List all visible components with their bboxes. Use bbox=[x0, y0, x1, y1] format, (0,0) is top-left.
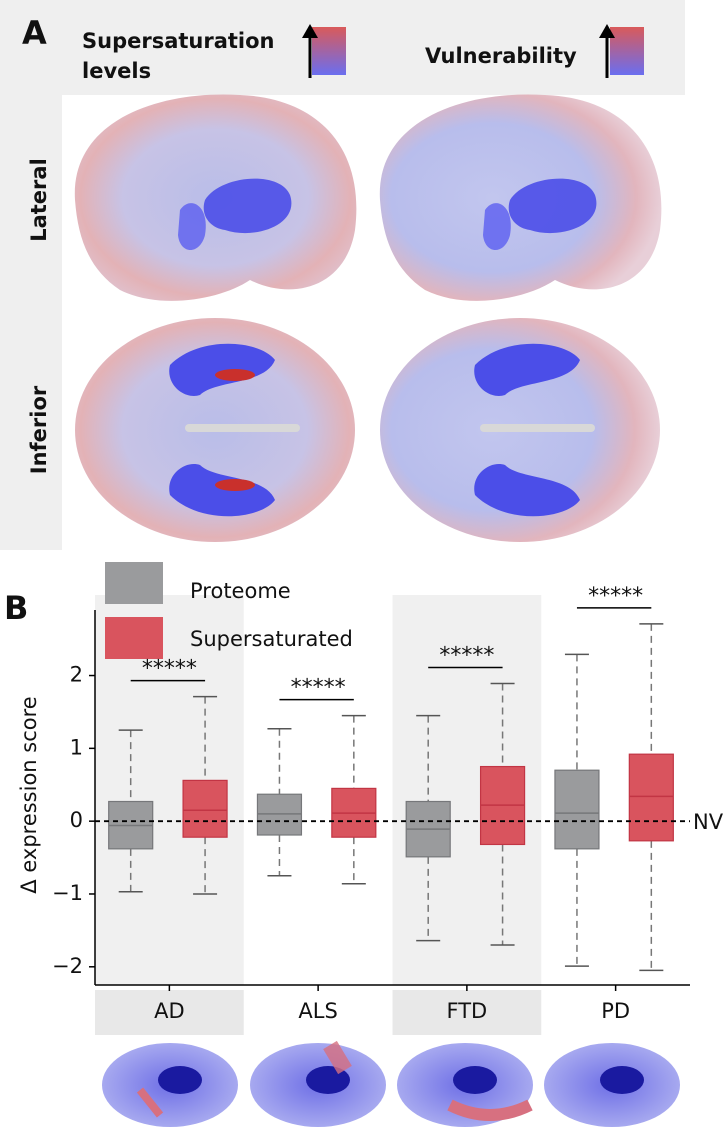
column-title: Vulnerability bbox=[425, 44, 577, 68]
x-tick-label: AD bbox=[154, 999, 185, 1023]
category-band bbox=[95, 990, 244, 1035]
legend-label: Proteome bbox=[190, 579, 291, 603]
row-label: Inferior bbox=[27, 385, 51, 474]
column-title: levels bbox=[82, 59, 151, 83]
brain-image bbox=[75, 318, 355, 542]
mini-brain bbox=[250, 1040, 386, 1127]
reference-label: NV bbox=[693, 810, 724, 834]
annotation: ***** bbox=[588, 584, 643, 609]
y-axis-label: Δ expression score bbox=[17, 696, 41, 893]
box bbox=[628, 753, 674, 842]
mini-brain bbox=[397, 1043, 533, 1127]
annotation: ***** bbox=[439, 644, 494, 669]
x-tick-label: FTD bbox=[447, 999, 488, 1023]
annotation: ***** bbox=[291, 676, 346, 701]
y-tick-label: 1 bbox=[70, 735, 83, 759]
x-tick-label: PD bbox=[601, 999, 630, 1023]
annotation: ***** bbox=[142, 657, 197, 682]
box bbox=[554, 769, 600, 850]
brain-image bbox=[74, 94, 357, 301]
mini-brain bbox=[102, 1043, 238, 1127]
y-tick-label: −2 bbox=[52, 954, 83, 978]
row-band bbox=[0, 95, 62, 550]
row-label: Lateral bbox=[27, 158, 51, 242]
mini-brain bbox=[544, 1043, 680, 1127]
plot: Proteome Supersaturated −2 −1 0 1 2 AD ***** ALS *… bbox=[52, 562, 724, 1035]
legend-swatch bbox=[105, 562, 163, 604]
column-title: Supersaturation bbox=[82, 29, 275, 53]
panel-label: B bbox=[4, 589, 28, 627]
box bbox=[182, 779, 228, 838]
panel-label: A bbox=[22, 14, 47, 52]
color-scale bbox=[599, 24, 644, 78]
brain-image bbox=[380, 318, 660, 542]
y-tick-label: 0 bbox=[70, 808, 83, 832]
color-scale bbox=[302, 24, 346, 78]
category-band bbox=[392, 990, 542, 1035]
x-tick-label: ALS bbox=[298, 999, 337, 1023]
legend-label: Supersaturated bbox=[190, 627, 353, 651]
legend-swatch bbox=[105, 617, 163, 659]
y-tick-label: 2 bbox=[70, 663, 83, 687]
y-tick-label: −1 bbox=[52, 881, 83, 905]
brain-image bbox=[379, 94, 662, 301]
